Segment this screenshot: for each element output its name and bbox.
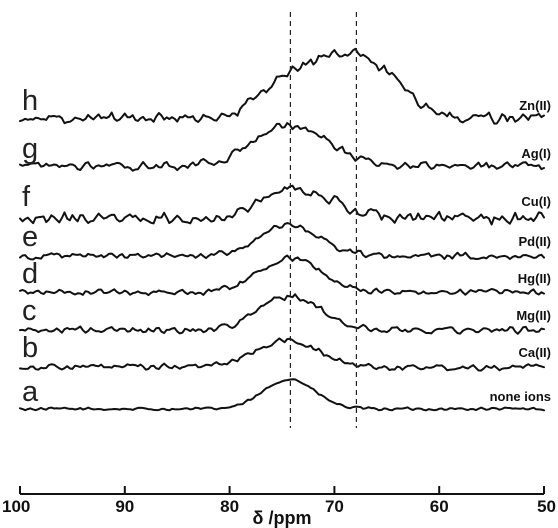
x-tick-label-90: 90: [115, 497, 134, 516]
series-letter-c: c: [22, 295, 37, 327]
series-letter-a: a: [22, 376, 39, 408]
series-letter-g: g: [22, 133, 38, 165]
spectrum-line-c: [19, 293, 545, 335]
series-ion-label-g: Ag(I): [521, 146, 551, 161]
series-labels: a none ions b Ca(II) c Mg(II) d Hg(II) e Pd(II) f C…: [22, 85, 551, 408]
x-tick-label-100: 100: [2, 497, 30, 516]
reference-lines: [289, 12, 357, 428]
spectrum-line-b: [19, 337, 545, 372]
series-letter-b: b: [22, 332, 38, 364]
series-ion-label-b: Ca(II): [519, 345, 552, 360]
x-tick-label-70: 70: [325, 497, 344, 516]
series-letter-d: d: [22, 258, 38, 290]
series-ion-label-d: Hg(II): [518, 271, 551, 286]
series-ion-label-f: Cu(I): [521, 194, 551, 209]
x-tick-label-50: 50: [537, 497, 556, 516]
x-tick-label-80: 80: [220, 497, 239, 516]
spectrum-traces: [19, 47, 545, 412]
spectrum-line-e: [19, 222, 545, 261]
series-letter-h: h: [22, 85, 38, 117]
x-axis-title: δ /ppm: [253, 508, 312, 528]
spectrum-line-g: [19, 122, 545, 172]
series-letter-e: e: [22, 221, 38, 253]
spectrum-line-d: [19, 254, 545, 297]
series-ion-label-c: Mg(II): [516, 308, 551, 323]
series-ion-label-a: none ions: [490, 389, 551, 404]
x-tick-label-60: 60: [430, 497, 449, 516]
spectrum-line-a: [19, 378, 545, 412]
series-ion-label-e: Pd(II): [519, 234, 552, 249]
x-axis: 100 90 80 70 60 50: [2, 486, 556, 516]
x-axis-ticks: 100 90 80 70 60 50: [2, 486, 556, 516]
spectrum-line-f: [19, 184, 545, 226]
spectrum-line-h: [19, 47, 545, 125]
series-ion-label-h: Zn(II): [519, 98, 551, 113]
series-letter-f: f: [22, 181, 31, 213]
